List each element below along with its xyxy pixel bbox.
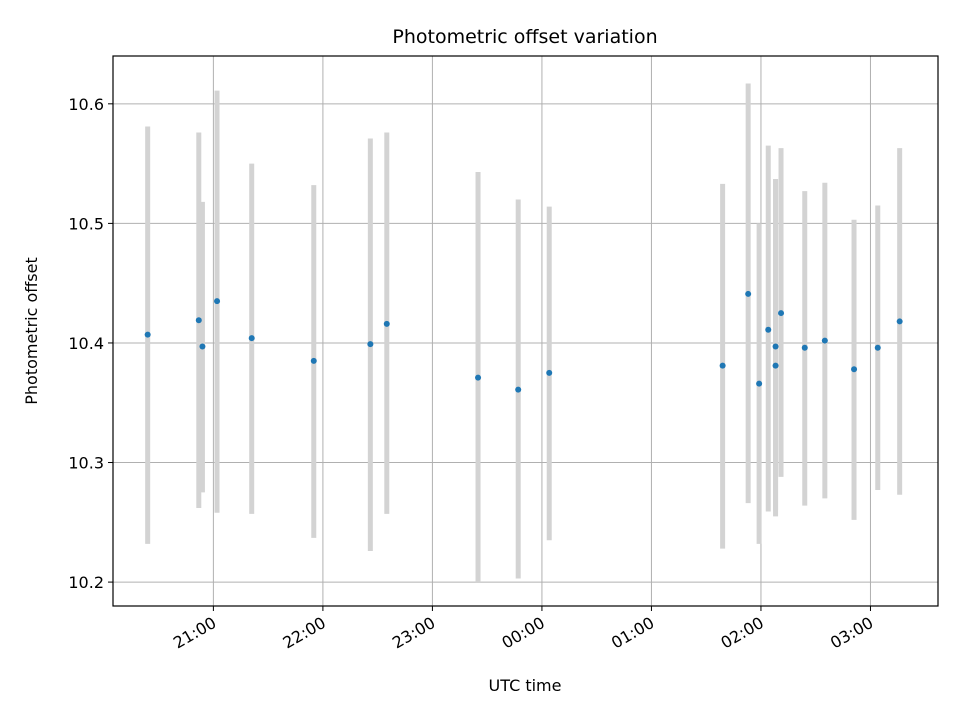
y-tick-label: 10.6 xyxy=(68,95,104,114)
chart-title: Photometric offset variation xyxy=(392,26,657,48)
x-tick-label: 22:00 xyxy=(279,613,328,653)
x-axis-label: UTC time xyxy=(489,676,562,695)
data-point xyxy=(515,386,522,393)
grid xyxy=(113,56,938,606)
data-point xyxy=(214,298,221,305)
data-points xyxy=(144,290,903,393)
data-point xyxy=(772,343,779,350)
y-axis-ticks: 10.2 10.3 10.4 10.5 10.6 xyxy=(68,95,113,592)
data-point xyxy=(199,343,206,350)
data-point xyxy=(719,362,726,369)
data-point xyxy=(144,331,151,338)
data-point xyxy=(821,337,828,344)
data-point xyxy=(874,344,881,351)
y-tick-label: 10.3 xyxy=(68,454,104,473)
y-tick-label: 10.5 xyxy=(68,214,104,233)
data-point xyxy=(248,335,255,342)
data-point xyxy=(772,362,779,369)
errorbars xyxy=(145,83,903,583)
data-point xyxy=(195,317,202,324)
data-point xyxy=(896,318,903,325)
y-tick-label: 10.2 xyxy=(68,573,104,592)
data-point xyxy=(475,374,482,381)
data-point xyxy=(546,369,553,376)
plot-frame xyxy=(112,55,939,607)
y-tick-label: 10.4 xyxy=(68,334,104,353)
x-tick-label: 01:00 xyxy=(608,613,657,653)
data-point xyxy=(310,357,317,364)
data-point xyxy=(765,326,772,333)
data-point xyxy=(756,380,763,387)
data-point xyxy=(801,344,808,351)
data-point xyxy=(367,341,374,348)
x-tick-label: 00:00 xyxy=(498,613,547,653)
data-point xyxy=(778,310,785,317)
data-point xyxy=(851,366,858,373)
x-tick-label: 21:00 xyxy=(170,613,219,653)
x-axis-ticks: 21:00 22:00 23:00 00:00 01:00 02:00 03:00 xyxy=(170,606,876,653)
x-tick-label: 03:00 xyxy=(827,613,876,653)
data-point xyxy=(383,320,390,327)
x-tick-label: 02:00 xyxy=(718,613,767,653)
y-axis-label: Photometric offset xyxy=(22,257,41,405)
x-tick-label: 23:00 xyxy=(389,613,438,653)
data-point xyxy=(745,290,752,297)
